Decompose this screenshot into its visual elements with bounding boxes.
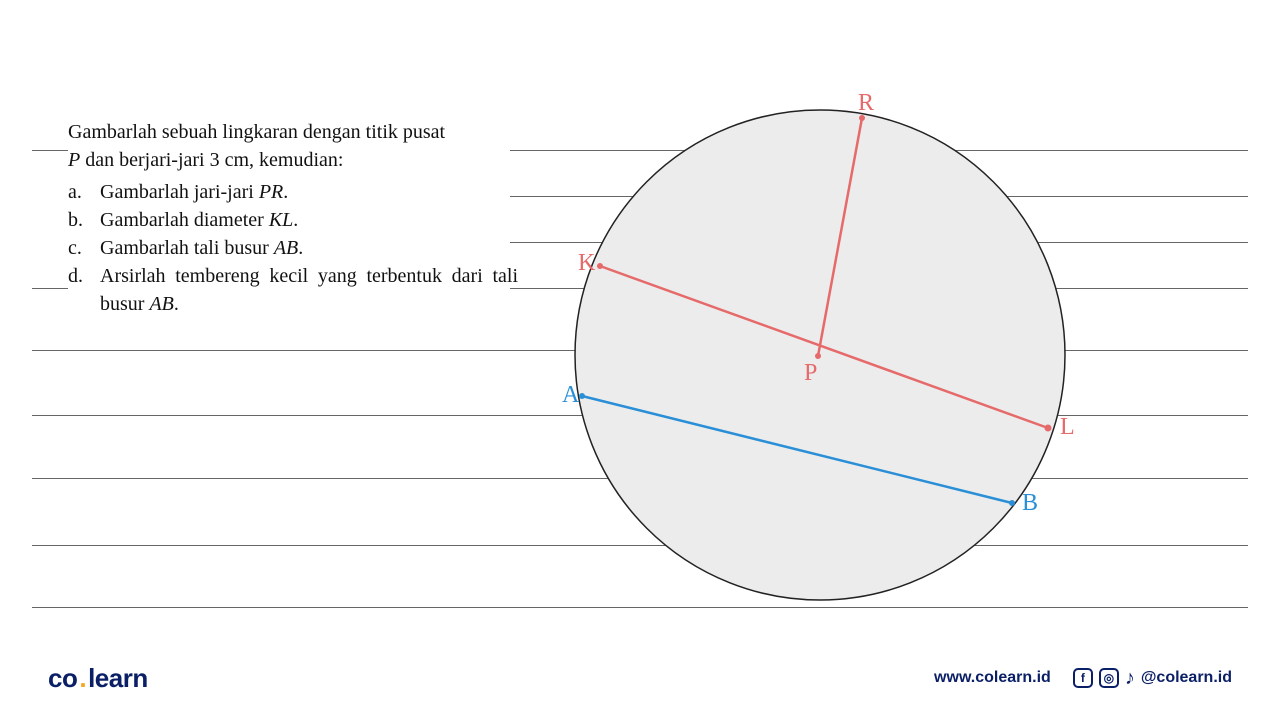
question-intro: Gambarlah sebuah lingkaran dengan titik … xyxy=(68,118,518,174)
point-P xyxy=(815,353,821,359)
facebook-icon: f xyxy=(1073,668,1093,688)
label-K: K xyxy=(578,250,596,276)
intro-line1: Gambarlah sebuah lingkaran dengan titik … xyxy=(68,121,445,143)
item-text: Gambarlah jari-jari PR. xyxy=(100,178,518,206)
label-R: R xyxy=(858,90,874,116)
question-item: b.Gambarlah diameter KL. xyxy=(68,206,518,234)
brand-co: co xyxy=(48,663,77,693)
ruled-line xyxy=(32,150,68,151)
label-A: A xyxy=(562,382,580,408)
social-handle: @colearn.id xyxy=(1141,669,1232,687)
item-italic: PR xyxy=(259,181,283,203)
intro-line2-P: P xyxy=(68,149,80,171)
item-text: Gambarlah tali busur AB. xyxy=(100,234,518,262)
ruled-line xyxy=(32,288,68,289)
instagram-icon: ◎ xyxy=(1099,668,1119,688)
brand-dot-icon: . xyxy=(77,663,88,693)
point-K xyxy=(597,263,603,269)
item-marker: a. xyxy=(68,178,100,206)
question-list: a.Gambarlah jari-jari PR.b.Gambarlah dia… xyxy=(68,178,518,318)
item-italic: KL xyxy=(269,209,293,231)
question-item: d.Arsirlah tembereng kecil yang terbentu… xyxy=(68,262,518,318)
brand-learn: learn xyxy=(88,663,148,693)
question-block: Gambarlah sebuah lingkaran dengan titik … xyxy=(68,118,518,318)
point-A xyxy=(579,393,585,399)
question-item: a.Gambarlah jari-jari PR. xyxy=(68,178,518,206)
item-text: Gambarlah diameter KL. xyxy=(100,206,518,234)
item-marker: b. xyxy=(68,206,100,234)
label-L: L xyxy=(1060,414,1075,440)
circle-diagram: R K L P A B xyxy=(520,80,1100,620)
brand-logo: co.learn xyxy=(48,663,148,694)
page-root: Gambarlah sebuah lingkaran dengan titik … xyxy=(0,0,1280,720)
item-marker: c. xyxy=(68,234,100,262)
point-L xyxy=(1045,425,1052,432)
site-url: www.colearn.id xyxy=(934,669,1051,687)
point-B xyxy=(1009,500,1015,506)
social-icons: f ◎ ♪ @colearn.id xyxy=(1073,667,1232,690)
item-text: Arsirlah tembereng kecil yang terbentuk … xyxy=(100,262,518,318)
intro-line2-rest: dan berjari-jari 3 cm, kemudian: xyxy=(80,149,343,171)
footer-right: www.colearn.id f ◎ ♪ @colearn.id xyxy=(934,667,1232,690)
footer: co.learn www.colearn.id f ◎ ♪ @colearn.i… xyxy=(0,658,1280,698)
label-B: B xyxy=(1022,490,1038,516)
item-italic: AB xyxy=(149,293,173,315)
item-marker: d. xyxy=(68,262,100,318)
question-item: c.Gambarlah tali busur AB. xyxy=(68,234,518,262)
label-P: P xyxy=(804,360,817,386)
tiktok-icon: ♪ xyxy=(1125,667,1135,690)
item-italic: AB xyxy=(274,237,298,259)
